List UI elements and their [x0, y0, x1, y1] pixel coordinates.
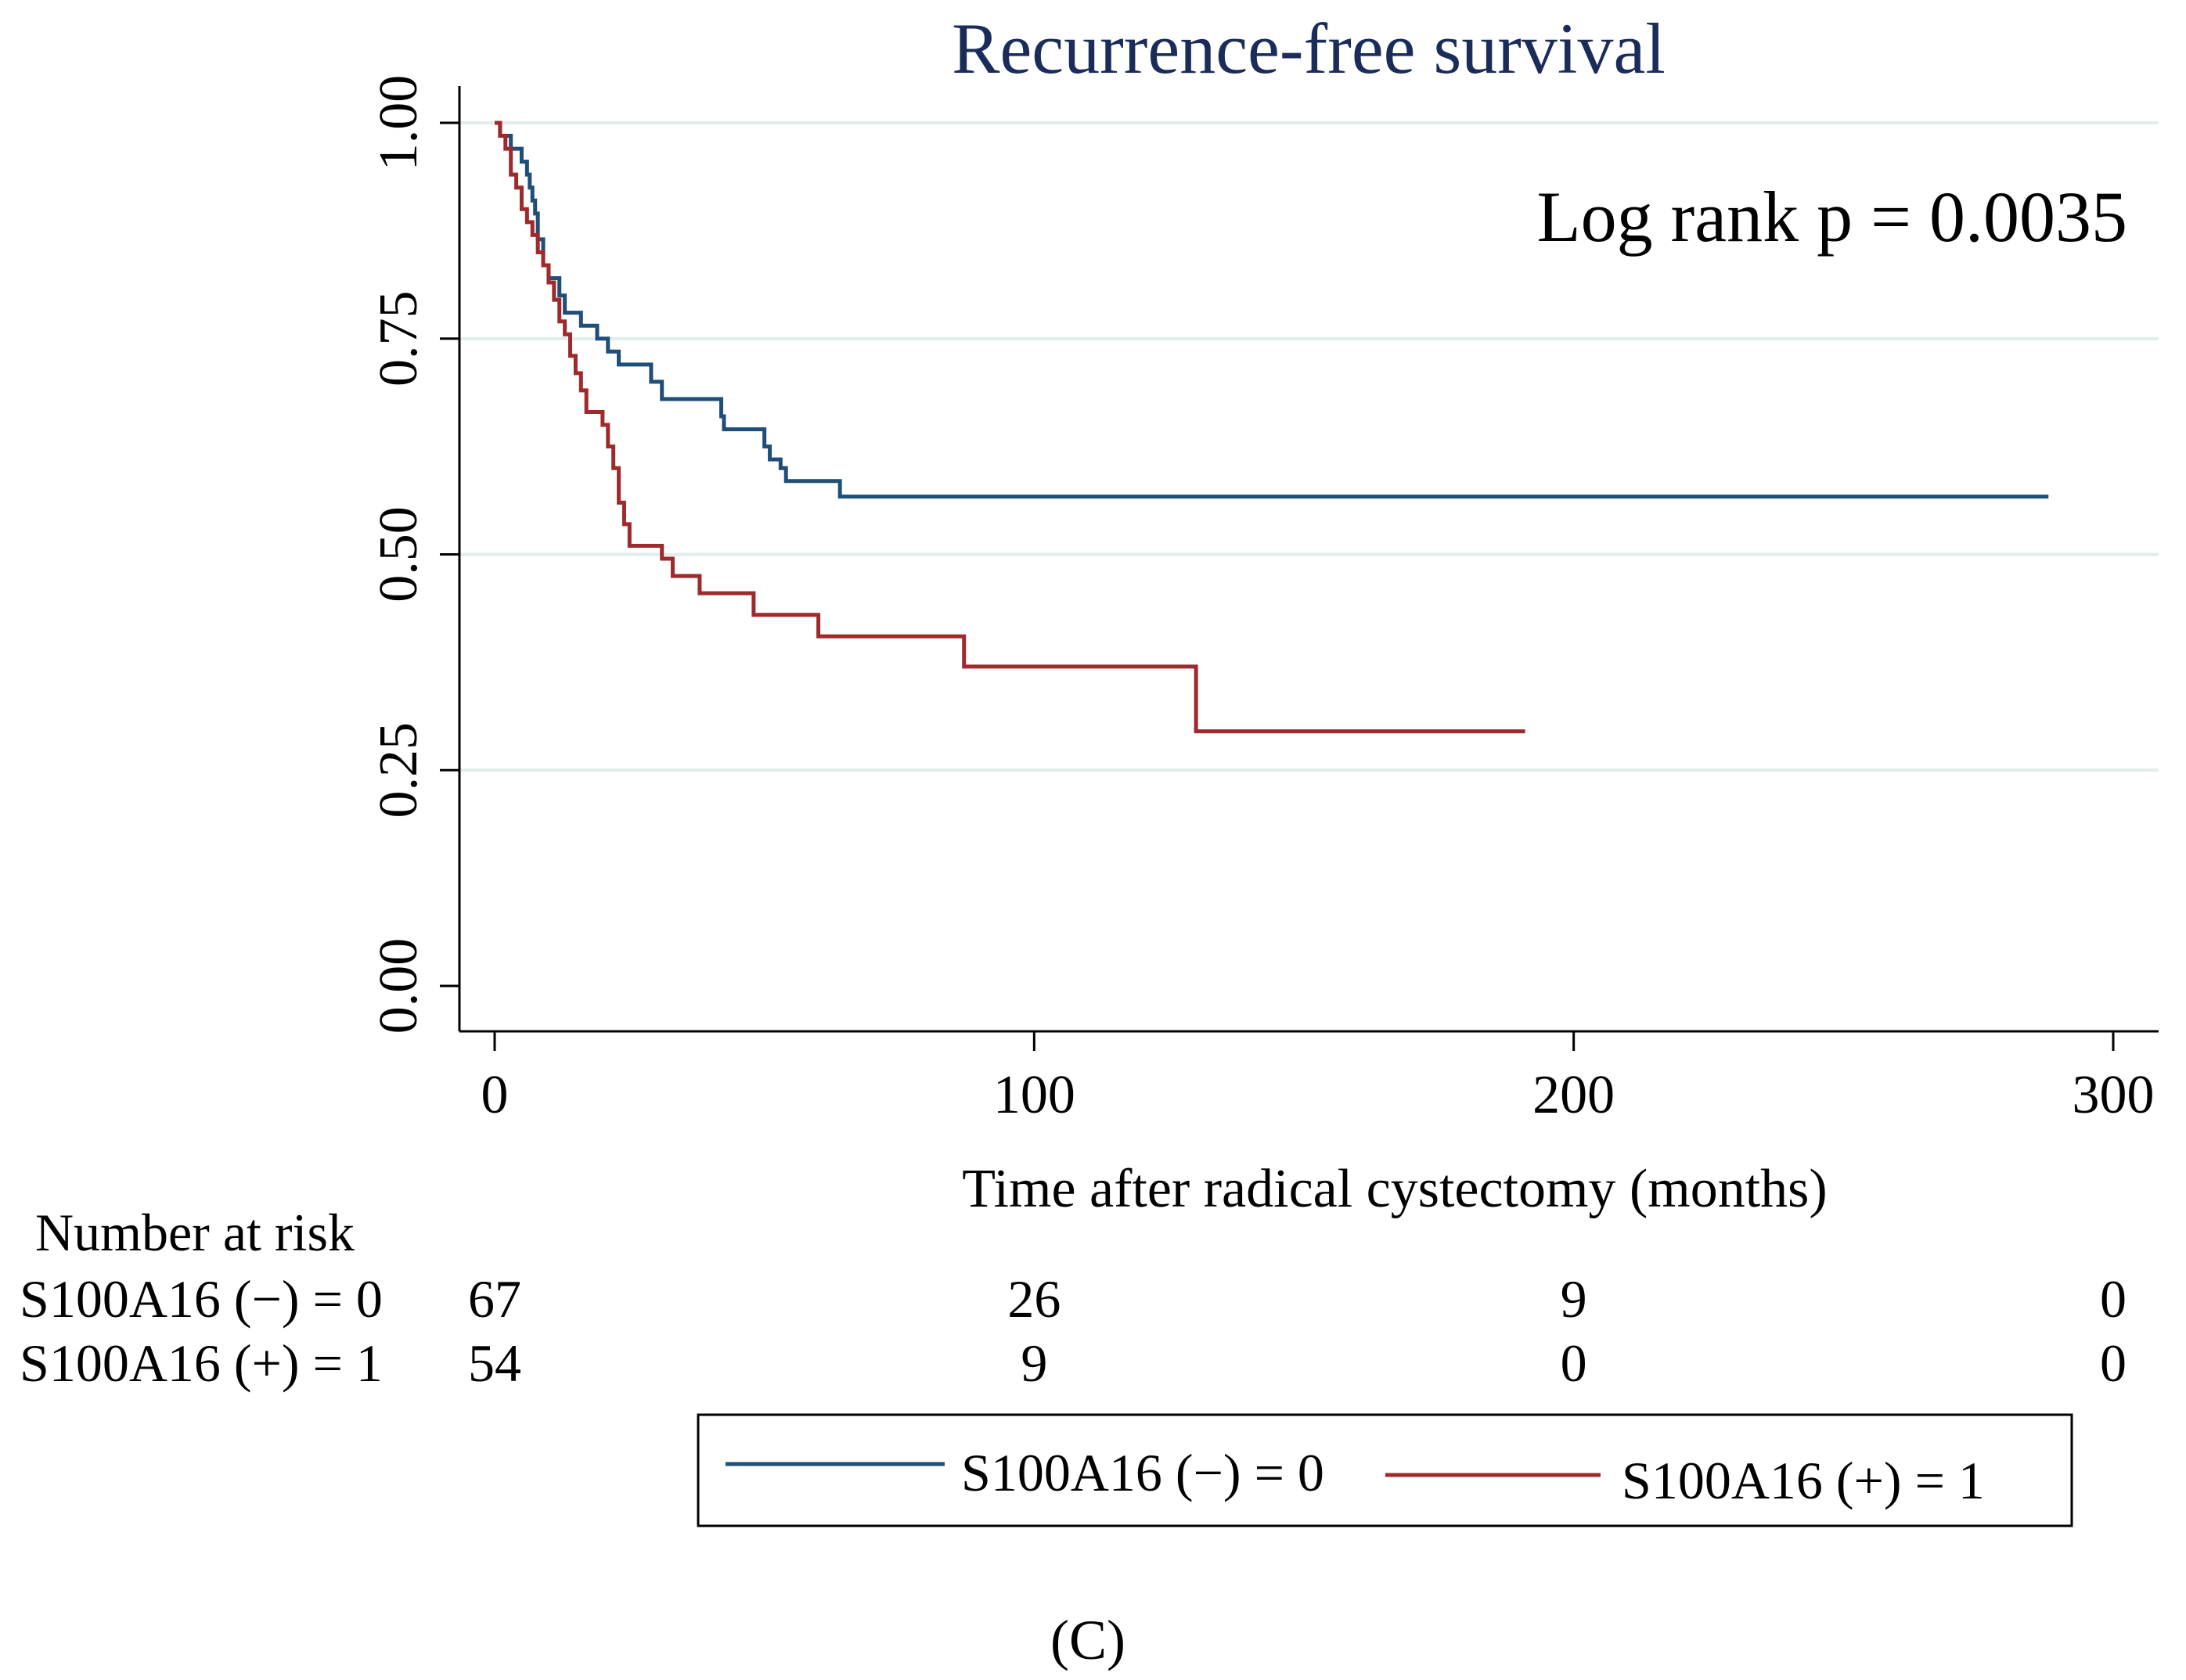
risk-count: 0: [2100, 1333, 2127, 1393]
risk-count: 0: [1561, 1333, 1587, 1393]
risk-count: 54: [468, 1333, 521, 1393]
legend-box: [697, 1413, 2073, 1527]
curve-s100a16-negative: [495, 121, 2049, 499]
x-tick-label: 0: [481, 1065, 509, 1125]
legend: S100A16 (−) = 0 S100A16 (+) = 1: [697, 1413, 2073, 1527]
curve-s100a16-positive: [495, 121, 1525, 734]
risk-count: 0: [2100, 1269, 2127, 1329]
legend-label-negative: S100A16 (−) = 0: [961, 1443, 1324, 1502]
x-tick-label: 300: [2073, 1065, 2155, 1125]
x-tick-label: 200: [1532, 1065, 1615, 1125]
y-tick-label: 0.25: [369, 722, 429, 818]
y-tick-label: 1.00: [369, 75, 429, 171]
chart-title: Recurrence-free survival: [952, 9, 1666, 88]
survival-curves: [495, 121, 2049, 734]
axes: [458, 86, 2159, 1033]
number-at-risk-table: Number at risk S100A16 (−) = 0 S100A16 (…: [20, 1203, 2127, 1393]
legend-label-positive: S100A16 (+) = 1: [1622, 1451, 1985, 1510]
y-ticks: 0.00 0.25 0.50 0.75 1.00: [369, 75, 459, 1034]
gridlines: [459, 121, 2159, 772]
risk-row-label: S100A16 (−) = 0: [20, 1269, 383, 1329]
risk-count: 67: [468, 1269, 521, 1329]
risk-count: 9: [1021, 1333, 1047, 1393]
x-axis-label: Time after radical cystectomy (months): [962, 1159, 1827, 1219]
risk-count: 26: [1007, 1269, 1061, 1329]
risk-count: 9: [1561, 1269, 1587, 1329]
panel-label: (C): [1050, 1609, 1125, 1671]
y-tick-label: 0.50: [369, 506, 429, 603]
y-tick-label: 0.00: [369, 938, 429, 1034]
log-rank-annotation: Log rank p = 0.0035: [1536, 177, 2127, 257]
risk-row-label: S100A16 (+) = 1: [20, 1333, 383, 1393]
y-tick-label: 0.75: [369, 291, 429, 387]
x-ticks: 0 100 200 300: [481, 1031, 2155, 1125]
x-tick-label: 100: [993, 1065, 1075, 1125]
risk-table-title: Number at risk: [35, 1203, 355, 1262]
